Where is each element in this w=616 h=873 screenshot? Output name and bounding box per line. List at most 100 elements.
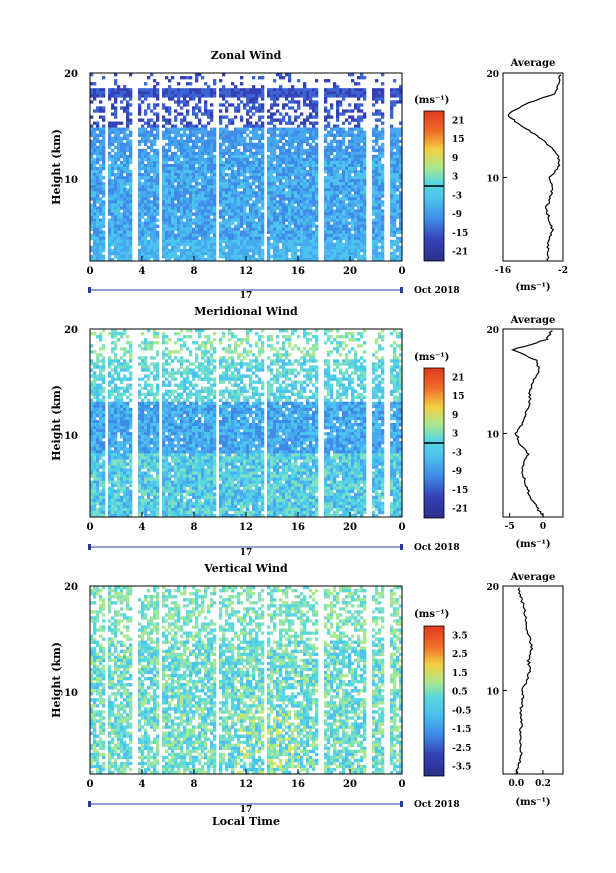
heatmap-cell	[156, 249, 159, 252]
heatmap-cell	[249, 216, 252, 219]
heatmap-cell	[174, 240, 177, 243]
heatmap-cell	[336, 131, 339, 134]
heatmap-cell	[180, 88, 183, 91]
heatmap-cell	[117, 396, 120, 399]
heatmap-cell	[333, 88, 336, 91]
heatmap-cell	[114, 447, 117, 450]
heatmap-cell	[144, 143, 147, 146]
heatmap-cell	[108, 97, 111, 100]
heatmap-cell	[360, 149, 363, 152]
heatmap-cell	[372, 246, 375, 249]
heatmap-cell	[258, 237, 261, 240]
heatmap-cell	[201, 155, 204, 158]
heatmap-cell	[144, 109, 147, 112]
heatmap-cell	[183, 237, 186, 240]
heatmap-cell	[195, 225, 198, 228]
heatmap-cell	[99, 414, 102, 417]
heatmap-cell	[288, 134, 291, 137]
heatmap-cell	[165, 185, 168, 188]
heatmap-cell	[348, 140, 351, 143]
heatmap-cell	[165, 91, 168, 94]
heatmap-cell	[213, 203, 216, 206]
heatmap-cell	[267, 158, 270, 161]
heatmap-cell	[156, 115, 159, 118]
heatmap-cell	[237, 128, 240, 131]
heatmap-cell	[261, 234, 264, 237]
heatmap-cell	[282, 149, 285, 152]
heatmap-cell	[333, 197, 336, 200]
heatmap-cell	[111, 191, 114, 194]
heatmap-cell	[189, 185, 192, 188]
heatmap-cell	[279, 88, 282, 91]
heatmap-cell	[348, 194, 351, 197]
heatmap-cell	[378, 228, 381, 231]
heatmap-cell	[111, 359, 114, 362]
heatmap-cell	[162, 255, 165, 258]
heatmap-cell	[150, 170, 153, 173]
heatmap-cell	[270, 243, 273, 246]
heatmap-cell	[312, 140, 315, 143]
heatmap-cell	[141, 240, 144, 243]
heatmap-cell	[231, 179, 234, 182]
heatmap-cell	[240, 94, 243, 97]
heatmap-cell	[345, 222, 348, 225]
heatmap-cell	[228, 155, 231, 158]
heatmap-cell	[102, 423, 105, 426]
heatmap-cell	[246, 222, 249, 225]
heatmap-cell	[285, 131, 288, 134]
heatmap-cell	[354, 228, 357, 231]
heatmap-cell	[123, 240, 126, 243]
heatmap-cell	[294, 255, 297, 258]
heatmap-cell	[285, 167, 288, 170]
heatmap-cell	[102, 88, 105, 91]
heatmap-cell	[96, 359, 99, 362]
heatmap-cell	[273, 212, 276, 215]
heatmap-cell	[102, 152, 105, 155]
heatmap-cell	[315, 243, 318, 246]
heatmap-cell	[279, 182, 282, 185]
heatmap-cell	[177, 182, 180, 185]
heatmap-cell	[336, 246, 339, 249]
heatmap-cell	[288, 219, 291, 222]
heatmap-cell	[147, 137, 150, 140]
heatmap-cell	[219, 246, 222, 249]
heatmap-cell	[204, 182, 207, 185]
heatmap-cell	[189, 155, 192, 158]
heatmap-cell	[393, 185, 396, 188]
heatmap-cell	[270, 97, 273, 100]
heatmap-cell	[129, 158, 132, 161]
heatmap-cell	[300, 191, 303, 194]
heatmap-cell	[243, 240, 246, 243]
heatmap-cell	[96, 450, 99, 453]
heatmap-cell	[162, 222, 165, 225]
heatmap-cell	[153, 225, 156, 228]
heatmap-cell	[111, 237, 114, 240]
heatmap-cell	[261, 88, 264, 91]
heatmap-cell	[393, 200, 396, 203]
heatmap-cell	[270, 191, 273, 194]
heatmap-cell	[330, 231, 333, 234]
heatmap-cell	[138, 164, 141, 167]
heatmap-cell	[270, 149, 273, 152]
heatmap-cell	[357, 188, 360, 191]
heatmap-cell	[228, 209, 231, 212]
heatmap-cell	[141, 158, 144, 161]
heatmap-cell	[381, 185, 384, 188]
heatmap-cell	[195, 155, 198, 158]
heatmap-cell	[390, 179, 393, 182]
heatmap-cell	[294, 115, 297, 118]
heatmap-cell	[393, 197, 396, 200]
heatmap-cell	[99, 225, 102, 228]
heatmap-cell	[195, 179, 198, 182]
heatmap-cell	[348, 115, 351, 118]
heatmap-cell	[195, 234, 198, 237]
heatmap-cell	[126, 240, 129, 243]
heatmap-cell	[225, 179, 228, 182]
heatmap-cell	[210, 131, 213, 134]
heatmap-cell	[249, 88, 252, 91]
heatmap-cell	[240, 240, 243, 243]
heatmap-cell	[243, 176, 246, 179]
heatmap-cell	[156, 185, 159, 188]
heatmap-cell	[204, 225, 207, 228]
heatmap-cell	[339, 179, 342, 182]
